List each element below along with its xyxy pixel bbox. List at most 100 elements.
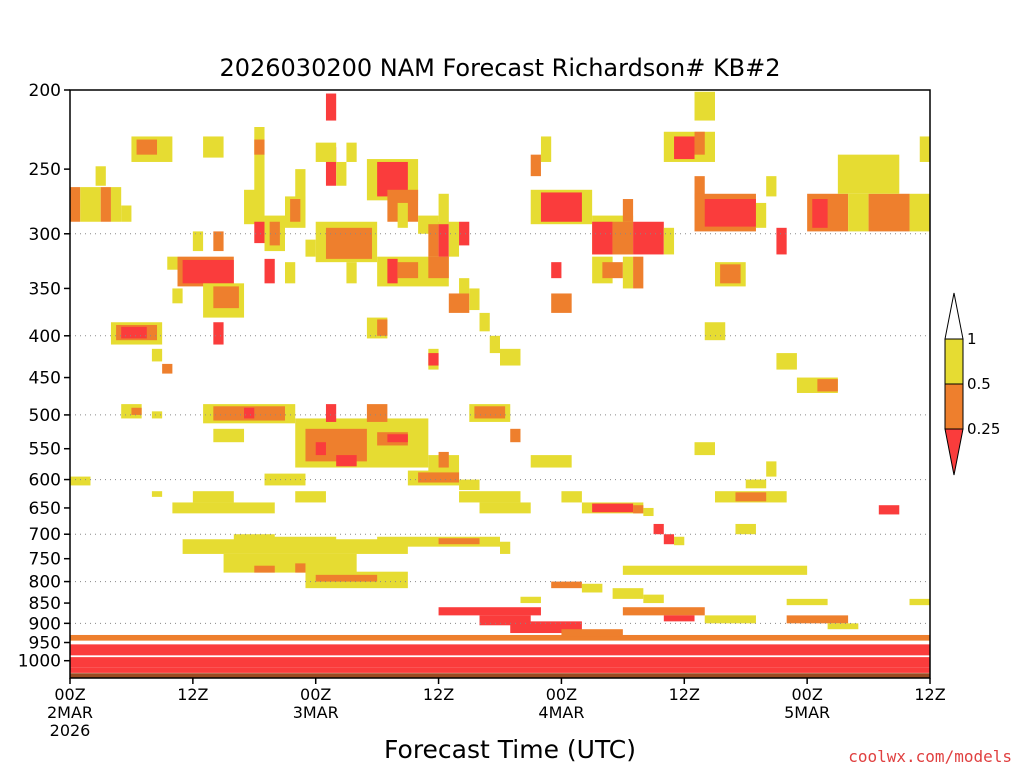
- heatmap-cell-184: [909, 598, 930, 606]
- heatmap-cell-171: [510, 621, 582, 634]
- y-tick-label-550: 550: [29, 440, 61, 460]
- heatmap-cell-35: [325, 147, 337, 186]
- heatmap-cell-108: [131, 407, 142, 415]
- x-tick-label-0-2: 2026: [50, 721, 91, 740]
- heatmap-cell-86: [694, 91, 715, 121]
- heatmap-cell-176: [786, 615, 849, 624]
- heatmap-cell-131: [530, 455, 572, 468]
- heatmap-cell-144: [766, 461, 777, 477]
- heatmap-cell-21: [162, 363, 173, 374]
- heatmap-cell-166: [70, 644, 930, 656]
- heatmap-cell-70: [540, 192, 582, 222]
- heatmap-cell-2: [100, 187, 111, 222]
- x-tick-label-7-0: 12Z: [914, 685, 945, 704]
- x-tick-label-6-1: 5MAR: [784, 703, 830, 722]
- heatmap-cell-165: [70, 634, 930, 641]
- heatmap-cell-99: [909, 193, 930, 232]
- heatmap-cell-40: [325, 227, 373, 259]
- y-tick-label-600: 600: [29, 471, 61, 491]
- heatmap-cell-181: [581, 583, 603, 593]
- x-axis-label: Forecast Time (UTC): [384, 735, 636, 764]
- heatmap-cell-58: [448, 293, 470, 313]
- heatmap-cell-9: [167, 256, 178, 270]
- legend-label-1: 0.5: [967, 375, 991, 393]
- heatmap-cell-26: [244, 189, 265, 225]
- heatmap-cell-158: [295, 563, 306, 573]
- heatmap-cell-60: [479, 312, 490, 332]
- y-tick-label-650: 650: [29, 499, 61, 519]
- heatmap-cell-31: [290, 199, 301, 222]
- legend-label-0: 1: [967, 330, 977, 348]
- heatmap-cell-139: [643, 507, 654, 517]
- heatmap-cell-79: [633, 256, 644, 289]
- heatmap-cell-19: [121, 326, 147, 339]
- heatmap-cell-147: [735, 492, 767, 502]
- heatmap-cell-91: [766, 176, 777, 197]
- heatmap-cell-8: [203, 136, 224, 158]
- heatmap-cell-175: [704, 615, 756, 624]
- heatmap-cell-56: [438, 193, 449, 225]
- heatmap-cell-67: [530, 154, 541, 177]
- heatmap-cell-62: [377, 319, 388, 336]
- heatmap-cell-123: [438, 451, 449, 468]
- heatmap-cell-25: [295, 169, 306, 216]
- heatmap-cell-84: [674, 136, 695, 160]
- heatmap-cell-182: [612, 588, 644, 599]
- heatmap-cell-173: [622, 607, 705, 616]
- heatmap-cell-106: [70, 476, 91, 486]
- heatmap-cell-152: [151, 491, 163, 497]
- heatmap-cell-132: [459, 479, 480, 491]
- heatmap-cell-11: [182, 259, 234, 284]
- heatmap-cell-34: [325, 93, 337, 121]
- heatmap-cell-23: [254, 127, 265, 216]
- heatmap-cell-180: [551, 581, 582, 589]
- y-tick-label-1000: 1000: [18, 652, 61, 672]
- heatmap-cell-127: [295, 491, 326, 503]
- heatmap-cell-54: [448, 221, 460, 257]
- heatmap-cell-42: [346, 262, 357, 284]
- legend-swatch-0: [944, 292, 964, 340]
- heatmap-cell-3: [110, 187, 122, 222]
- heatmap-cell-140: [653, 523, 664, 535]
- heatmap-cell-161: [377, 536, 500, 547]
- heatmap-cell-155: [264, 536, 337, 545]
- heatmap-cell-75: [663, 227, 675, 255]
- heatmap-cell-129: [474, 406, 506, 419]
- heatmap-cell-5: [121, 205, 132, 222]
- heatmap-cell-133: [459, 491, 521, 503]
- heatmap-cell-120: [325, 404, 337, 422]
- heatmap-cell-13: [213, 231, 224, 252]
- heatmap-cell-157: [254, 565, 275, 573]
- heatmap-cell-4: [95, 166, 106, 186]
- heatmap-cell-101: [919, 136, 930, 162]
- plot-frame: [69, 89, 931, 679]
- heatmap-cell-160: [315, 574, 378, 582]
- y-tick-label-400: 400: [29, 327, 61, 347]
- chart-title: 2026030200 NAM Forecast Richardson# KB#2: [219, 54, 780, 82]
- heatmap-cell-174: [663, 615, 695, 622]
- gridlines: [70, 233, 930, 624]
- heatmap-cell-162: [438, 538, 480, 545]
- heatmap-cell-90: [755, 202, 767, 228]
- x-tick-label-5-0: 12Z: [669, 685, 700, 704]
- x-tick-label-4-1: 4MAR: [538, 703, 584, 722]
- y-tick-label-200: 200: [29, 81, 61, 101]
- heatmap-cell-51: [428, 256, 449, 279]
- x-tick-label-4-0: 00Z: [546, 685, 577, 704]
- heatmap-cell-113: [213, 428, 245, 443]
- x-tick-label-1-0: 12Z: [177, 685, 208, 704]
- heatmap-cell-89: [704, 199, 756, 227]
- heatmap-cell-82: [551, 293, 572, 313]
- heatmap-cell-151: [172, 502, 275, 514]
- x-tick-label-2-1: 3MAR: [293, 703, 339, 722]
- heatmap-cell-116: [315, 442, 326, 456]
- heatmap-cell-36: [315, 142, 337, 162]
- heatmap-cell-33: [285, 262, 296, 284]
- heatmap-cell-32: [264, 258, 275, 284]
- x-tick-label-0-1: 2MAR: [47, 703, 93, 722]
- heatmap-cell-73: [612, 221, 634, 255]
- heatmap-cell-109: [151, 411, 163, 419]
- heatmap-cell-87: [694, 176, 705, 200]
- heatmap-cell-22: [213, 322, 224, 345]
- heatmap-cell-169: [438, 607, 541, 616]
